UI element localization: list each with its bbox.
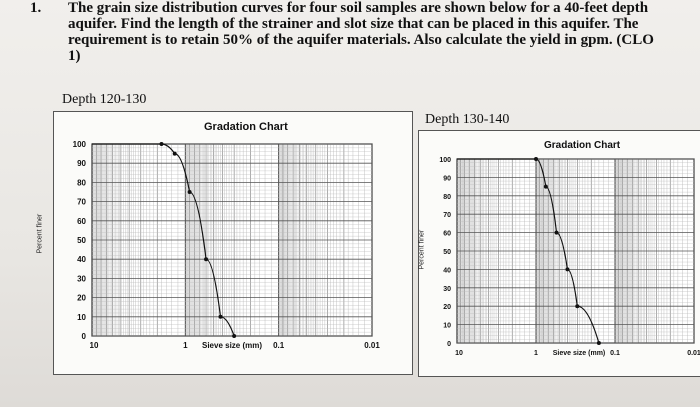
chart-title-1: Gradation Chart: [204, 121, 288, 133]
question-line-1: The grain size distribution curves for f…: [68, 0, 649, 16]
y-tick-label: 0: [82, 332, 87, 341]
x-axis-label: Sieve size (mm): [202, 341, 262, 350]
y-tick-label: 60: [443, 231, 451, 238]
y-tick-label: 60: [77, 217, 86, 226]
data-point: [565, 267, 570, 272]
data-point: [575, 304, 580, 309]
y-tick-label: 50: [77, 236, 86, 245]
x-axis-label: Sieve size (mm): [553, 350, 606, 357]
x-tick-label: 1: [534, 350, 538, 357]
data-point: [172, 151, 177, 156]
depth-label-1: Depth 120-130: [62, 92, 147, 107]
y-tick-label: 90: [443, 175, 451, 182]
y-tick-label: 30: [443, 286, 451, 293]
y-tick-label: 90: [77, 159, 86, 168]
y-tick-label: 70: [77, 198, 86, 207]
question-line-3: requirement is to retain 50% of the aqui…: [68, 32, 654, 48]
x-tick-label: 0.01: [687, 350, 700, 357]
x-tick-label: 10: [455, 350, 463, 357]
chart-frame-1: Gradation Chart 0 10 20 30 40 50 60 70 80 90 100 10…: [53, 111, 413, 375]
data-point: [218, 314, 223, 319]
y-tick-label: 20: [77, 294, 86, 303]
x-tick-label: 10: [90, 341, 99, 350]
x-tick-label: 0.01: [364, 341, 380, 350]
y-tick-label: 20: [443, 304, 451, 311]
data-point: [204, 257, 209, 262]
data-point: [596, 341, 601, 345]
chart-frame-2: Gradation Chart 0 10 20 30 40 50 60 70 80 90 100 10…: [418, 130, 700, 377]
y-tick-label: 100: [439, 157, 451, 164]
depth-label-2: Depth 130-140: [425, 112, 510, 127]
y-tick-label: 100: [73, 140, 87, 149]
x-tick-label: 1: [183, 341, 188, 350]
question-line-4: 1): [68, 48, 81, 64]
y-tick-label: 80: [77, 178, 86, 187]
data-point: [543, 184, 548, 189]
y-axis-label-2: Percent finer: [418, 229, 426, 270]
x-tick-label: 0.1: [610, 350, 620, 357]
y-tick-label: 40: [443, 267, 451, 274]
gradation-chart-2: 0 10 20 30 40 50 60 70 80 90 100 10 1 0.1 0.01 Sieve si…: [439, 157, 700, 357]
y-tick-label: 10: [77, 313, 86, 322]
y-tick-label: 70: [443, 212, 451, 219]
data-point: [187, 190, 192, 194]
y-axis-label-1: Percent finer: [36, 213, 44, 254]
y-tick-label: 30: [77, 274, 86, 283]
data-point: [554, 230, 559, 235]
question-number: 1.: [30, 0, 42, 16]
data-point: [534, 157, 538, 161]
y-tick-label: 50: [443, 249, 451, 256]
y-tick-label: 10: [443, 323, 451, 330]
y-tick-label: 0: [447, 341, 451, 348]
chart-title-2: Gradation Chart: [544, 140, 621, 151]
x-tick-label: 0.1: [273, 341, 285, 350]
question-line-2: aquifer. Find the length of the strainer…: [68, 16, 639, 32]
y-tick-label: 40: [77, 255, 86, 264]
y-tick-label: 80: [443, 194, 451, 201]
data-point: [159, 142, 164, 146]
data-point: [232, 334, 237, 338]
